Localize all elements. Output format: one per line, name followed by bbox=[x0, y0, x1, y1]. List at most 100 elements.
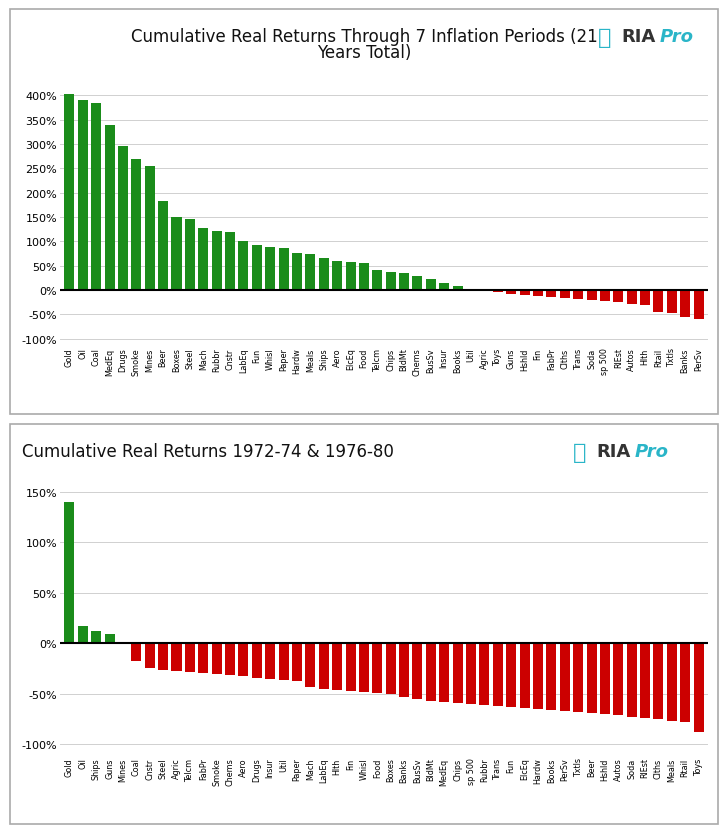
Bar bbox=[506, 291, 516, 294]
Bar bbox=[466, 644, 476, 704]
Bar bbox=[212, 644, 221, 675]
Bar bbox=[372, 644, 382, 693]
Bar bbox=[426, 644, 436, 701]
Bar bbox=[185, 644, 195, 673]
Bar bbox=[252, 644, 262, 679]
Bar bbox=[573, 291, 583, 299]
Bar bbox=[399, 644, 409, 696]
Bar bbox=[520, 291, 529, 296]
Bar bbox=[91, 631, 101, 644]
Bar bbox=[466, 289, 476, 291]
Bar bbox=[305, 644, 315, 686]
Bar bbox=[238, 644, 248, 676]
Bar bbox=[185, 220, 195, 291]
Bar bbox=[319, 259, 329, 291]
Bar bbox=[520, 644, 529, 708]
Bar bbox=[91, 104, 101, 291]
Bar bbox=[212, 232, 221, 291]
Bar bbox=[680, 291, 690, 318]
Bar bbox=[493, 644, 503, 706]
Bar bbox=[600, 291, 610, 301]
Bar bbox=[613, 291, 623, 303]
Bar bbox=[158, 202, 168, 291]
Bar bbox=[600, 644, 610, 714]
Bar bbox=[131, 160, 141, 291]
Bar bbox=[453, 644, 463, 703]
Text: Years Total): Years Total) bbox=[317, 44, 411, 62]
Bar bbox=[64, 95, 74, 291]
Bar bbox=[332, 644, 342, 690]
Text: ⛨: ⛨ bbox=[598, 28, 612, 48]
Bar bbox=[305, 254, 315, 291]
Text: Cumulative Real Returns 1972-74 & 1976-80: Cumulative Real Returns 1972-74 & 1976-8… bbox=[22, 442, 394, 461]
Bar bbox=[332, 262, 342, 291]
Bar bbox=[640, 291, 650, 305]
Bar bbox=[426, 280, 436, 291]
Bar bbox=[560, 644, 570, 711]
Text: RIA: RIA bbox=[596, 442, 630, 461]
Bar bbox=[493, 291, 503, 293]
Bar bbox=[694, 644, 704, 732]
Bar bbox=[118, 147, 128, 291]
Bar bbox=[78, 101, 88, 291]
Bar bbox=[640, 644, 650, 718]
Bar bbox=[105, 635, 114, 644]
Bar bbox=[292, 644, 302, 681]
Bar bbox=[667, 644, 677, 721]
Bar bbox=[654, 291, 663, 313]
Bar bbox=[654, 644, 663, 719]
Bar bbox=[439, 284, 449, 291]
Bar bbox=[372, 270, 382, 291]
Bar bbox=[346, 263, 355, 291]
Bar bbox=[145, 644, 155, 669]
Bar bbox=[131, 644, 141, 661]
Text: Cumulative Real Returns Through 7 Inflation Periods (21: Cumulative Real Returns Through 7 Inflat… bbox=[130, 28, 598, 46]
Text: Pro: Pro bbox=[659, 28, 693, 46]
Bar bbox=[265, 247, 275, 291]
Bar bbox=[292, 253, 302, 291]
Bar bbox=[413, 277, 422, 291]
Bar bbox=[198, 644, 208, 674]
Bar bbox=[386, 644, 396, 694]
Bar bbox=[238, 242, 248, 291]
Bar bbox=[627, 291, 637, 304]
Text: ⛨: ⛨ bbox=[573, 442, 586, 462]
Bar bbox=[694, 291, 704, 320]
Bar bbox=[587, 644, 596, 713]
Bar bbox=[359, 644, 369, 691]
Bar bbox=[480, 644, 489, 705]
Bar bbox=[413, 644, 422, 699]
Bar bbox=[225, 232, 235, 291]
Bar bbox=[680, 644, 690, 722]
Bar bbox=[359, 264, 369, 291]
Text: Pro: Pro bbox=[634, 442, 668, 461]
Bar bbox=[172, 217, 181, 291]
Bar bbox=[546, 291, 556, 298]
Bar bbox=[453, 286, 463, 291]
Bar bbox=[279, 644, 288, 681]
Bar bbox=[533, 291, 543, 297]
Bar bbox=[587, 291, 596, 300]
Bar bbox=[439, 644, 449, 701]
Bar bbox=[145, 166, 155, 291]
Bar bbox=[252, 246, 262, 291]
Bar bbox=[158, 644, 168, 670]
Bar bbox=[172, 644, 181, 671]
Bar bbox=[613, 644, 623, 715]
Bar bbox=[279, 248, 288, 291]
Bar bbox=[386, 273, 396, 291]
Bar bbox=[627, 644, 637, 716]
Bar bbox=[319, 644, 329, 689]
Bar bbox=[573, 644, 583, 711]
Bar bbox=[346, 644, 355, 691]
Bar bbox=[399, 274, 409, 291]
Bar bbox=[560, 291, 570, 298]
Bar bbox=[105, 125, 114, 291]
Bar bbox=[667, 291, 677, 314]
Bar bbox=[78, 626, 88, 644]
Bar bbox=[198, 229, 208, 291]
Bar bbox=[546, 644, 556, 710]
Bar bbox=[265, 644, 275, 680]
Bar bbox=[225, 644, 235, 675]
Text: RIA: RIA bbox=[621, 28, 655, 46]
